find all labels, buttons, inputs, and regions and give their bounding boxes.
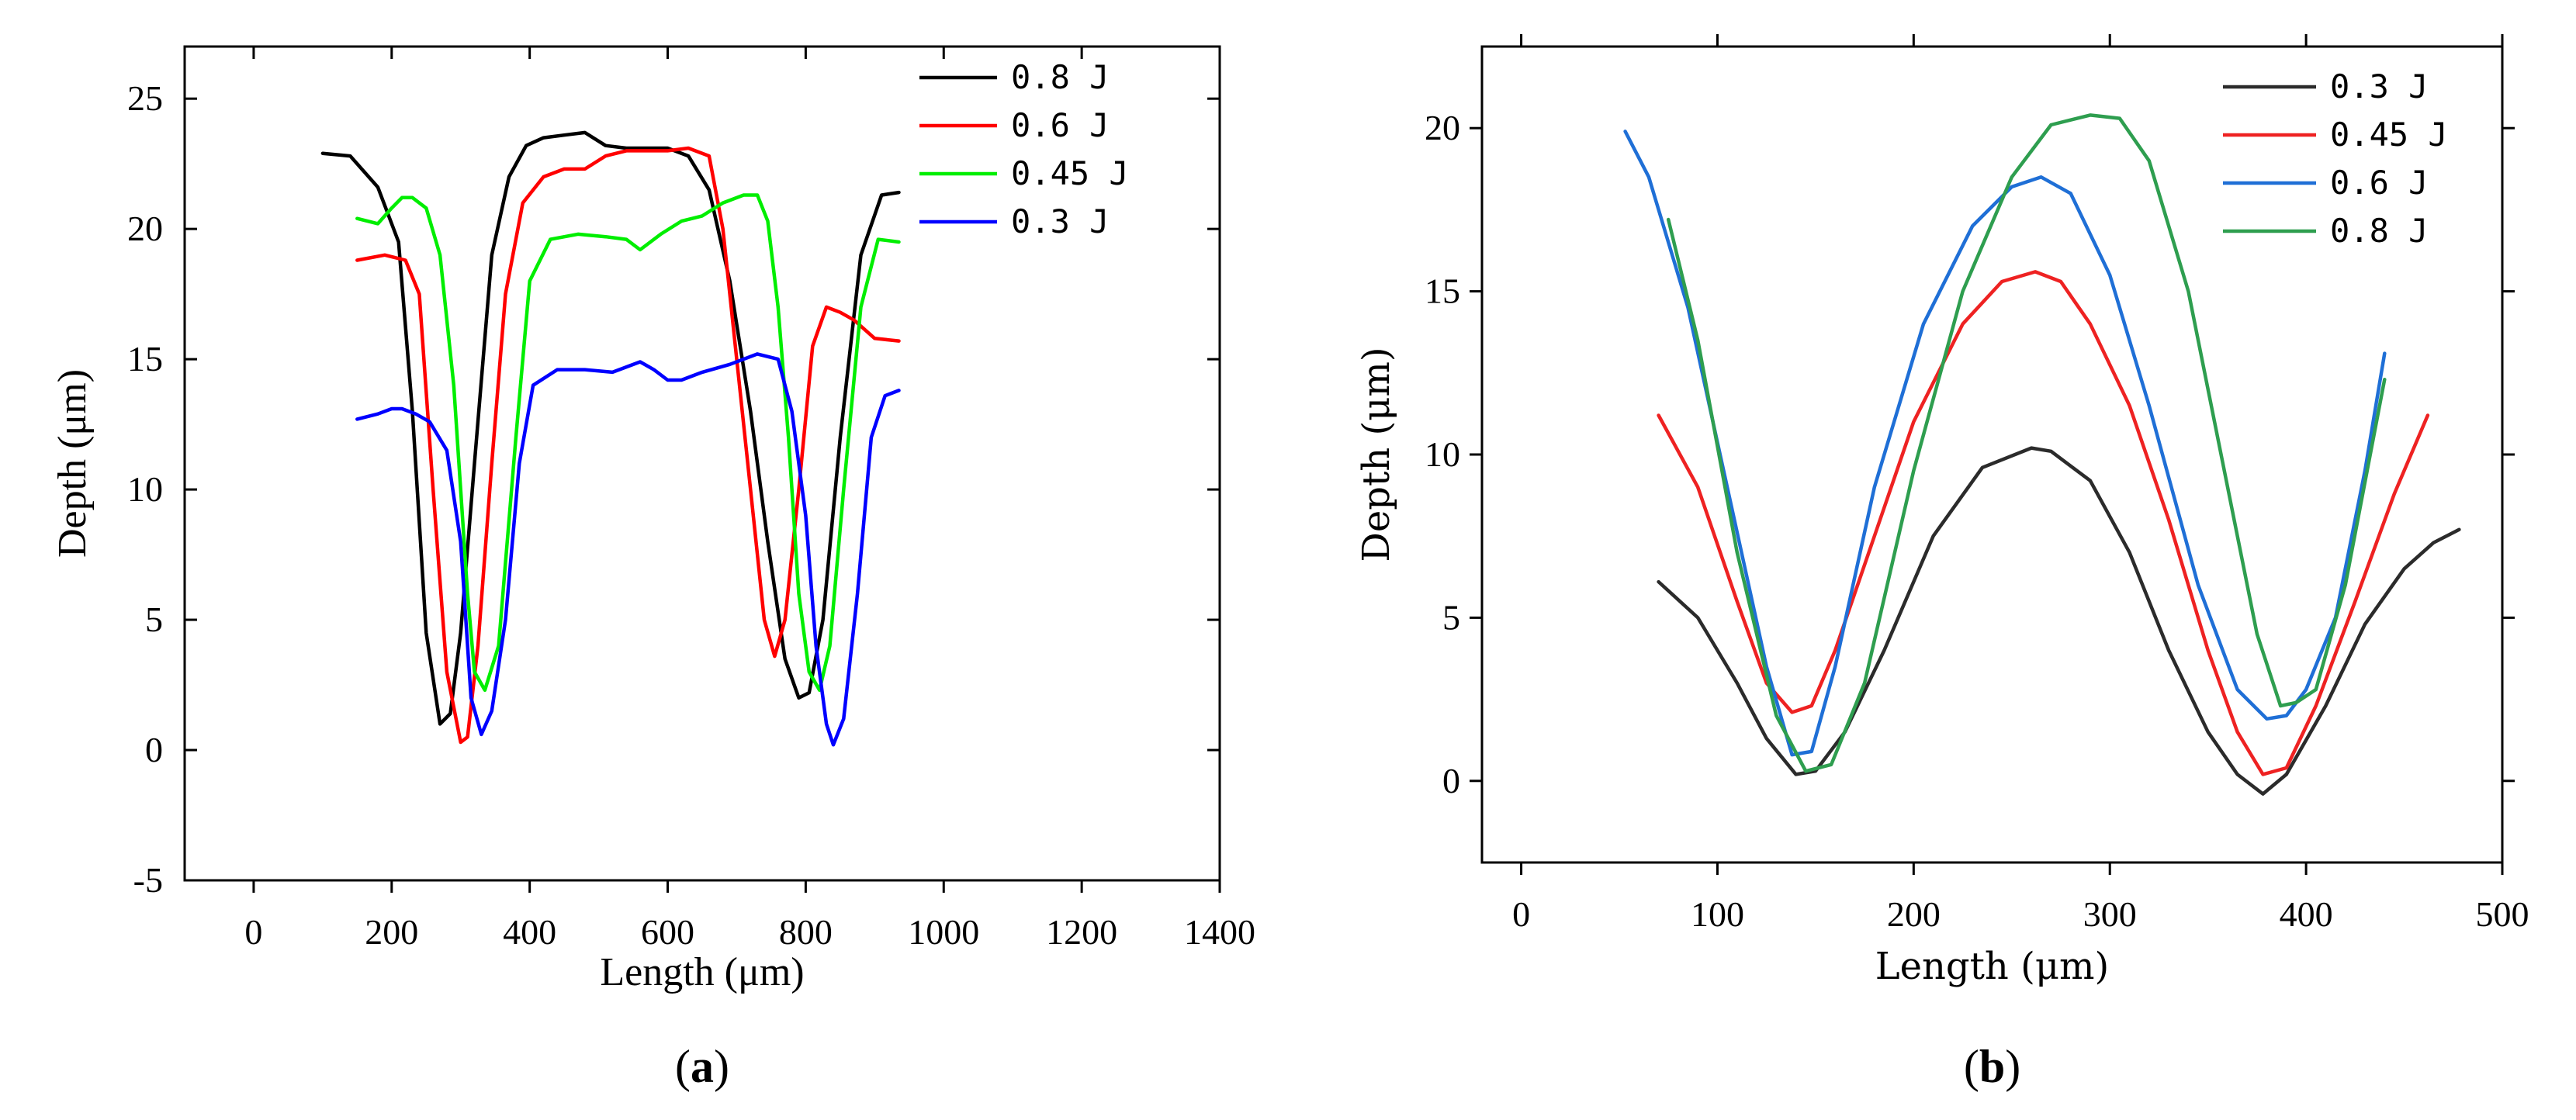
x-tick-label: 400 xyxy=(503,912,556,952)
legend: 0.8 J 0.6 J 0.45 J 0.3 J xyxy=(919,58,1129,240)
x-tick-label: 300 xyxy=(2083,894,2137,934)
y-axis-title: Depth (μm) xyxy=(1355,347,1398,562)
series-line-0-8-j xyxy=(1666,113,2387,773)
y-tick-label: 0 xyxy=(145,730,163,769)
legend-label: 0.3 J xyxy=(2330,67,2428,105)
y-tick-label: 25 xyxy=(127,78,163,118)
x-tick-label: 600 xyxy=(641,912,694,952)
legend-label: 0.3 J xyxy=(1011,202,1109,240)
legend-label: 0.45 J xyxy=(1011,154,1129,192)
panel-label: (b) xyxy=(1964,1041,2020,1092)
plot-frame xyxy=(183,45,1221,882)
x-tick-label: 1400 xyxy=(1184,912,1255,952)
legend-label: 0.6 J xyxy=(2330,164,2428,202)
series-line-0-8-j xyxy=(320,130,901,726)
x-axis-title: Length (μm) xyxy=(600,950,804,994)
legend: 0.3 J 0.45 J 0.6 J 0.8 J xyxy=(2223,67,2448,250)
y-axis-title: Depth (μm) xyxy=(50,369,95,558)
x-tick-label: 1200 xyxy=(1046,912,1117,952)
series-line-0-45-j xyxy=(355,193,901,693)
y-tick-label: 20 xyxy=(127,209,163,248)
y-tick-label: -5 xyxy=(133,860,163,900)
series-line-0-3-j xyxy=(355,352,901,747)
legend-label: 0.6 J xyxy=(1011,106,1109,144)
x-tick-label: 500 xyxy=(2476,894,2529,934)
x-tick-label: 200 xyxy=(365,912,418,952)
x-axis-title: Length (μm) xyxy=(1875,945,2110,988)
y-tick-label: 5 xyxy=(145,600,163,639)
panel-label: (a) xyxy=(675,1041,729,1092)
x-tick-label: 0 xyxy=(1512,894,1530,934)
x-tick-label: 0 xyxy=(244,912,262,952)
x-tick-label: 400 xyxy=(2280,894,2333,934)
legend-label: 0.8 J xyxy=(1011,58,1109,96)
chart-panel-b: 0 100 200 300 400 500 0 5 10 15 20 0.3 J 0.45 J 0.6 J… xyxy=(1355,34,2529,1092)
x-tick-label: 800 xyxy=(779,912,833,952)
series-line-0-45-j xyxy=(1657,270,2430,776)
series-line-0-3-j xyxy=(1657,446,2461,796)
x-tick-label: 100 xyxy=(1691,894,1744,934)
x-tick-label: 1000 xyxy=(908,912,979,952)
y-tick-label: 10 xyxy=(127,469,163,509)
y-tick-label: 20 xyxy=(1425,108,1460,147)
legend-label: 0.8 J xyxy=(2330,212,2428,250)
series-line-0-6-j xyxy=(1623,130,2387,757)
y-tick-label: 0 xyxy=(1442,761,1460,800)
y-tick-label: 15 xyxy=(127,339,163,379)
y-tick-label: 10 xyxy=(1425,434,1460,474)
series-line-0-6-j xyxy=(355,146,901,745)
y-tick-label: 5 xyxy=(1442,597,1460,637)
x-tick-label: 200 xyxy=(1887,894,1941,934)
chart-panel-a: 0 200 400 600 800 1000 1200 1400 -5 0 5 10 15 20 25 0.8… xyxy=(50,45,1255,1092)
legend-label: 0.45 J xyxy=(2330,116,2448,154)
y-tick-label: 15 xyxy=(1425,271,1460,311)
